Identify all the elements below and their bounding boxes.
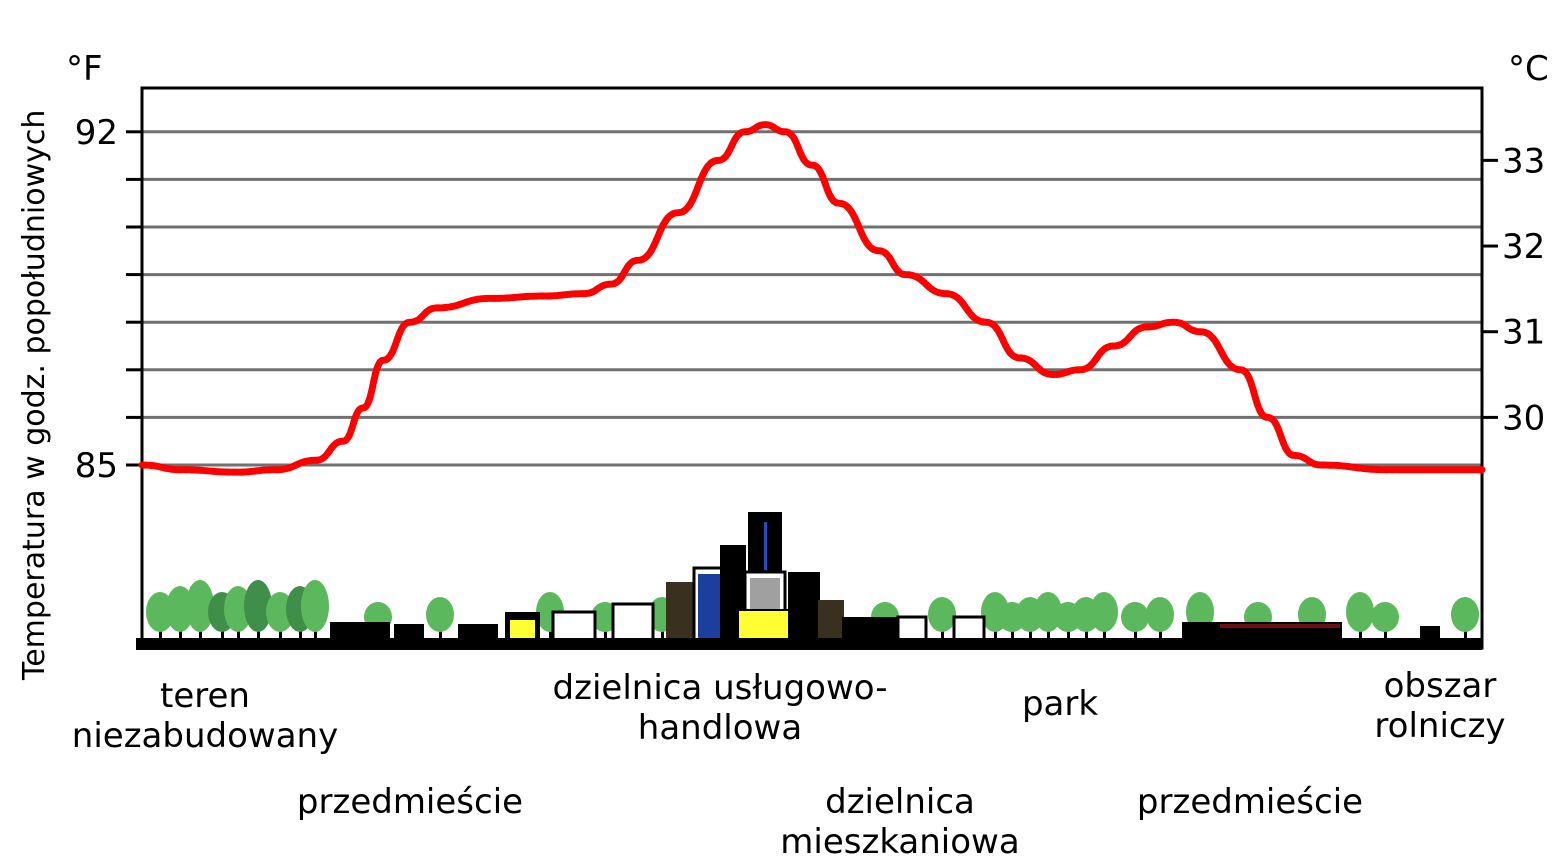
left-tick-label: 85 xyxy=(75,446,118,486)
left-tick-label: 92 xyxy=(75,113,118,153)
right-tick-label: 31 xyxy=(1502,313,1545,353)
tree xyxy=(1146,597,1174,632)
tree-trunk xyxy=(279,630,282,640)
building-brown xyxy=(666,582,696,642)
building-brown xyxy=(818,600,844,642)
tree-trunk xyxy=(994,630,997,640)
tree-trunk xyxy=(159,630,162,640)
right-tick-label: 32 xyxy=(1502,227,1545,267)
tree-trunk xyxy=(941,630,944,640)
tree xyxy=(928,597,956,632)
x-label-dzielnica-mieszkaniowa: dzielnica mieszkaniowa xyxy=(780,782,1020,862)
tree-trunk xyxy=(1134,630,1137,640)
buildings xyxy=(330,512,1440,644)
tree-trunk xyxy=(1047,630,1050,640)
tree-trunk xyxy=(439,630,442,640)
tree xyxy=(1121,602,1149,632)
tree-trunk xyxy=(1384,630,1387,640)
tree-trunk xyxy=(604,630,607,640)
left-axis-ticks: 85 92 xyxy=(75,113,142,486)
building xyxy=(458,624,498,642)
tree-trunk xyxy=(237,630,240,640)
temperature-curve xyxy=(138,121,1486,476)
building xyxy=(394,624,424,642)
temperature-line xyxy=(138,121,1486,476)
tree-trunk xyxy=(199,630,202,640)
x-label-przedmiescie-2: przedmieście xyxy=(1136,782,1364,822)
tree-trunk xyxy=(257,630,260,640)
tree xyxy=(426,597,454,632)
tree-trunk xyxy=(1359,630,1362,640)
right-tick-label: 33 xyxy=(1502,141,1545,181)
landscape-illustration xyxy=(136,512,1482,650)
plot-frame xyxy=(140,86,1484,650)
building-grey-fill xyxy=(750,578,780,610)
right-axis-unit: °C xyxy=(1508,49,1549,89)
tree xyxy=(1346,592,1374,632)
tree-trunk xyxy=(221,630,224,640)
tree-trunk xyxy=(1159,630,1162,640)
x-label-obszar-rolniczy: obszar rolniczy xyxy=(1374,666,1506,746)
x-label-park: park xyxy=(1021,684,1099,724)
tree xyxy=(186,580,214,632)
tree xyxy=(244,580,272,632)
tree-trunk xyxy=(314,630,317,640)
tree-trunk xyxy=(1085,630,1088,640)
building xyxy=(611,602,655,644)
tree-trunk xyxy=(1029,630,1032,640)
tree-trunk xyxy=(1464,630,1467,640)
ground xyxy=(136,638,1482,650)
building xyxy=(788,572,820,642)
tree-trunk xyxy=(179,630,182,640)
y-axis-title: Temperatura w godz. popołudniowych xyxy=(17,110,52,681)
tree-trunk xyxy=(1067,630,1070,640)
tree-trunk xyxy=(549,630,552,640)
left-axis-unit: °F xyxy=(66,49,103,89)
x-label-przedmiescie-1: przedmieście xyxy=(296,782,524,822)
building-stripe xyxy=(1220,624,1340,628)
gridlines xyxy=(142,130,1482,467)
tree xyxy=(301,580,329,632)
tree-trunk xyxy=(1011,630,1014,640)
x-label-dzielnica-uslugowo-handlowa: dzielnica usługowo-handlowa xyxy=(552,668,888,748)
tree-trunk xyxy=(299,630,302,640)
building xyxy=(551,610,597,644)
tree xyxy=(1090,592,1118,632)
building-yellow xyxy=(510,620,535,642)
tree xyxy=(1371,602,1399,632)
right-tick-label: 30 xyxy=(1502,398,1545,438)
right-axis-ticks: 30 31 32 33 xyxy=(1482,141,1545,438)
building xyxy=(842,617,900,642)
building xyxy=(330,622,390,642)
tree-trunk xyxy=(661,630,664,640)
tree-trunk xyxy=(1103,630,1106,640)
x-label-teren-niezabudowany: teren niezabudowany xyxy=(71,676,339,756)
building xyxy=(896,615,928,644)
skyscraper-stripe xyxy=(764,522,767,570)
tree xyxy=(1451,597,1479,632)
